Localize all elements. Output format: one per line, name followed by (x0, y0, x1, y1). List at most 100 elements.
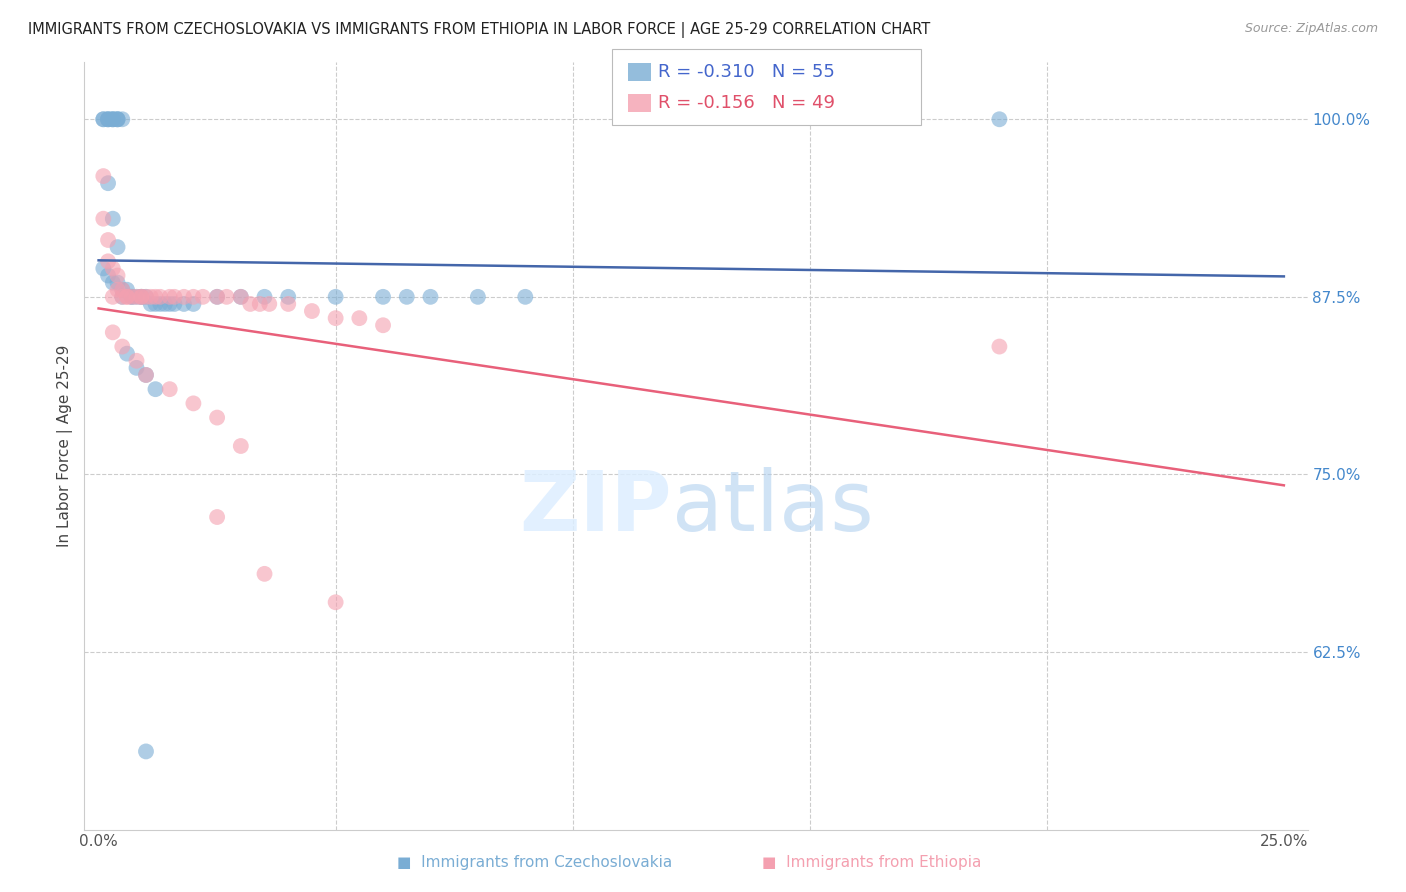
Point (183, 290, 205, 304)
Point (229, 290, 252, 304)
Point (107, 276, 129, 290)
Point (159, 290, 181, 304)
Point (97, 268, 120, 283)
Point (125, 360, 148, 375)
Point (467, 290, 489, 304)
Point (121, 290, 143, 304)
Point (101, 261, 124, 276)
Point (101, 326, 124, 340)
Point (111, 283, 134, 297)
Point (129, 290, 152, 304)
Point (97, 176, 120, 190)
Point (229, 290, 252, 304)
Point (125, 353, 148, 368)
Point (239, 297, 262, 311)
Point (515, 290, 537, 304)
Text: ■  Immigrants from Czechoslovakia: ■ Immigrants from Czechoslovakia (396, 855, 672, 870)
Point (163, 297, 186, 311)
Point (91, 112, 114, 127)
Point (371, 290, 394, 304)
Point (205, 290, 228, 304)
Point (173, 297, 195, 311)
Point (988, 340, 1011, 354)
Point (145, 297, 167, 311)
Point (97, 254, 120, 268)
Point (135, 290, 157, 304)
Point (205, 290, 228, 304)
Point (101, 112, 124, 127)
Point (111, 340, 134, 354)
Point (107, 283, 129, 297)
Point (139, 297, 162, 311)
Point (135, 290, 157, 304)
Point (115, 346, 138, 360)
Point (125, 290, 148, 304)
Point (153, 297, 176, 311)
Point (91, 211, 114, 226)
Point (101, 112, 124, 127)
Point (395, 290, 418, 304)
Point (111, 290, 134, 304)
Text: ■  Immigrants from Ethiopia: ■ Immigrants from Ethiopia (762, 855, 981, 870)
Point (159, 382, 181, 396)
Point (107, 112, 129, 127)
Point (101, 112, 124, 127)
Point (101, 276, 124, 290)
Point (91, 261, 114, 276)
Point (205, 410, 228, 425)
Point (129, 290, 152, 304)
Point (183, 297, 205, 311)
Point (215, 290, 238, 304)
Point (139, 290, 162, 304)
Point (115, 290, 138, 304)
Point (259, 297, 281, 311)
Point (107, 112, 129, 127)
Text: ZIP: ZIP (519, 467, 672, 548)
Point (253, 566, 276, 581)
Point (988, 112, 1011, 127)
Point (125, 290, 148, 304)
Point (135, 368, 157, 382)
Point (229, 439, 252, 453)
Point (129, 290, 152, 304)
Point (107, 268, 129, 283)
Point (111, 283, 134, 297)
Point (325, 290, 347, 304)
Point (277, 290, 299, 304)
Text: Source: ZipAtlas.com: Source: ZipAtlas.com (1244, 22, 1378, 36)
Point (115, 283, 138, 297)
Point (419, 290, 441, 304)
Text: R = -0.310   N = 55: R = -0.310 N = 55 (658, 63, 835, 81)
Point (129, 290, 152, 304)
Point (149, 297, 172, 311)
Point (135, 744, 157, 758)
Point (91, 169, 114, 183)
Point (111, 290, 134, 304)
Point (149, 290, 172, 304)
Point (121, 290, 143, 304)
Point (107, 240, 129, 254)
Point (325, 595, 347, 609)
Point (191, 290, 214, 304)
Point (371, 318, 394, 333)
Text: atlas: atlas (672, 467, 873, 548)
Point (253, 290, 276, 304)
Point (111, 112, 134, 127)
Point (145, 382, 167, 396)
Point (173, 290, 195, 304)
Point (301, 304, 323, 318)
Point (183, 396, 205, 410)
Text: R = -0.156   N = 49: R = -0.156 N = 49 (658, 94, 835, 112)
Point (277, 297, 299, 311)
Point (101, 290, 124, 304)
Text: IMMIGRANTS FROM CZECHOSLOVAKIA VS IMMIGRANTS FROM ETHIOPIA IN LABOR FORCE | AGE : IMMIGRANTS FROM CZECHOSLOVAKIA VS IMMIGR… (28, 22, 931, 38)
Point (249, 297, 271, 311)
Point (91, 112, 114, 127)
Point (97, 233, 120, 247)
Point (97, 112, 120, 127)
Point (101, 211, 124, 226)
Point (97, 112, 120, 127)
Point (163, 290, 186, 304)
Point (135, 368, 157, 382)
Point (349, 311, 371, 326)
